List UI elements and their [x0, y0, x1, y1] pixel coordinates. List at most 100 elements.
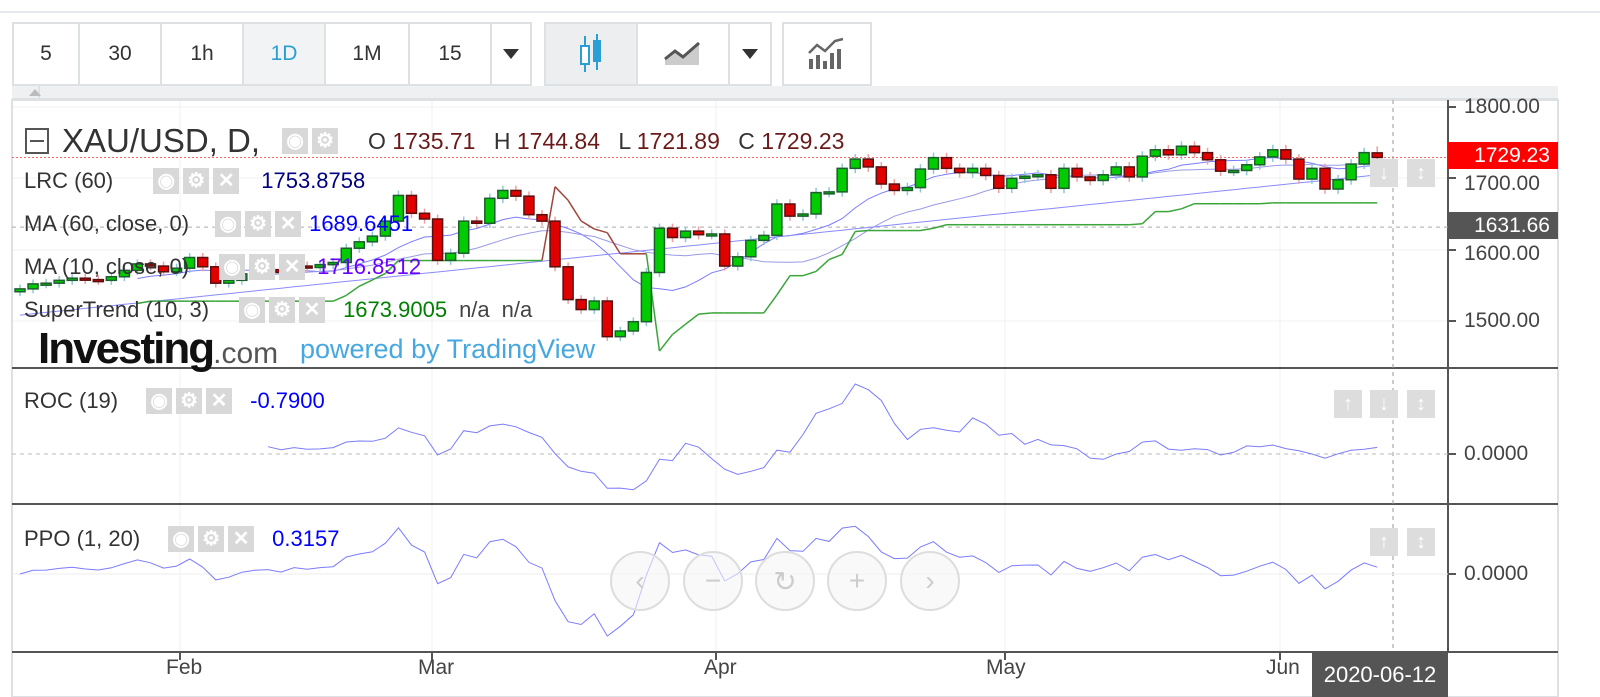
chart-type-dropdown-button[interactable] [730, 24, 770, 84]
gear-icon[interactable]: ⚙ [176, 388, 203, 414]
month-label: Mar [418, 656, 455, 679]
candle-body [927, 156, 940, 170]
eye-icon[interactable]: ◉ [168, 526, 195, 552]
candle-body [1293, 158, 1305, 180]
gear-icon[interactable]: ⚙ [183, 168, 210, 194]
supertrend-segment [815, 259, 830, 272]
interval-15-button[interactable]: 15 [410, 24, 492, 84]
zoom-in-button[interactable]: + [827, 551, 887, 611]
close-icon[interactable]: ✕ [275, 211, 302, 237]
supertrend-segment [802, 270, 817, 277]
interval-30-button[interactable]: 30 [80, 24, 162, 84]
eye-icon[interactable]: ◉ [219, 254, 246, 280]
collapse-up-icon [29, 89, 41, 96]
supertrend-segment [1168, 208, 1182, 213]
eye-icon[interactable]: ◉ [282, 128, 309, 154]
candle-body [771, 203, 783, 237]
candle-body [353, 241, 366, 249]
eye-icon[interactable]: ◉ [146, 388, 173, 414]
candle-body [340, 247, 352, 264]
ma60-legend: MA (60, close, 0) ◉ ⚙ ✕ 1689.6451 [24, 211, 414, 237]
candle-body [614, 330, 627, 338]
candle-body [183, 256, 196, 269]
candle-body [549, 220, 561, 268]
ppo-zero-tick: 0.0000 [1464, 562, 1529, 585]
collapse-legend-icon[interactable] [24, 127, 50, 155]
lrc-legend: LRC (60) ◉ ⚙ ✕ 1753.8758 [24, 168, 366, 194]
scroll-right-button[interactable]: › [900, 551, 960, 611]
last-price-label: 1729.23 [1448, 142, 1558, 169]
candle-body [1058, 167, 1070, 190]
powered-by-tradingview: powered by TradingView [300, 334, 596, 364]
interval-dropdown-button[interactable] [492, 24, 530, 84]
candle-body [810, 191, 822, 215]
candle-body [1254, 156, 1266, 166]
candle-body [732, 256, 744, 267]
resize-button[interactable]: ↕ [1407, 390, 1435, 418]
candle-body [379, 220, 392, 237]
interval-5-button[interactable]: 5 [14, 24, 80, 84]
resize-button[interactable]: ↕ [1407, 159, 1435, 187]
gear-icon[interactable]: ⚙ [269, 297, 296, 323]
eye-icon[interactable]: ◉ [239, 297, 266, 323]
candle-body [1084, 176, 1096, 182]
candle-body [1358, 151, 1370, 165]
panel-frame [11, 99, 1559, 697]
eye-icon[interactable]: ◉ [215, 211, 242, 237]
candle-body [405, 194, 418, 215]
candle-body [836, 167, 848, 193]
candle-body [536, 213, 548, 222]
candle-body [1332, 179, 1344, 190]
gear-icon[interactable]: ⚙ [198, 526, 225, 552]
gear-icon[interactable]: ⚙ [245, 211, 272, 237]
reset-chart-button[interactable]: ↻ [755, 551, 815, 611]
close-icon[interactable]: ✕ [206, 388, 233, 414]
move-up-button[interactable]: ↑ [1370, 528, 1398, 556]
candle-body [1162, 149, 1175, 156]
resize-button[interactable]: ↕ [1407, 528, 1435, 556]
supertrend-segment [672, 323, 687, 336]
candle-body [849, 158, 861, 170]
close-icon[interactable]: ✕ [228, 526, 255, 552]
candles [14, 141, 1383, 341]
supertrend-segment [606, 232, 621, 255]
close-icon[interactable]: ✕ [213, 168, 240, 194]
move-up-button[interactable]: ↑ [1334, 390, 1362, 418]
supertrend-segment [933, 223, 947, 229]
candle-body [105, 276, 118, 282]
supertrend-segment [137, 300, 151, 305]
candle-body [1345, 163, 1357, 181]
gear-icon[interactable]: ⚙ [312, 128, 339, 154]
close-icon[interactable]: ✕ [299, 297, 326, 323]
candle-body [1280, 149, 1292, 160]
candle-body [510, 189, 522, 197]
scroll-left-button[interactable]: ‹ [610, 551, 670, 611]
indicators-button[interactable] [784, 24, 870, 84]
interval-1h-button[interactable]: 1h [162, 24, 244, 84]
candle-body [588, 300, 600, 311]
supertrend-segment [776, 275, 791, 296]
indicators-icon [808, 37, 844, 69]
supertrend-segment [567, 199, 582, 222]
gear-icon[interactable]: ⚙ [249, 254, 276, 280]
candle-body [705, 233, 718, 237]
supertrend-segment [332, 294, 347, 302]
candle-body [966, 167, 979, 174]
supertrend-segment [1259, 202, 1273, 205]
supertrend-segment [554, 186, 569, 201]
eye-icon[interactable]: ◉ [153, 168, 180, 194]
move-down-button[interactable]: ↓ [1370, 159, 1398, 187]
close-icon[interactable]: ✕ [279, 254, 306, 280]
candle-body [679, 230, 692, 239]
candle-body [888, 183, 901, 192]
line-chart-button[interactable] [638, 24, 730, 84]
candlestick-button[interactable] [546, 24, 638, 84]
interval-1m-button[interactable]: 1M [326, 24, 410, 84]
supertrend-segment [1181, 203, 1195, 210]
move-down-button[interactable]: ↓ [1370, 390, 1398, 418]
interval-1d-button[interactable]: 1D [244, 24, 326, 84]
zoom-out-button[interactable]: − [683, 551, 743, 611]
symbol-legend: XAU/USD, D, ◉ ⚙ O 1735.71 H 1744.84 L 172… [24, 122, 844, 160]
candle-body [144, 263, 157, 267]
candle-body [1032, 174, 1044, 178]
